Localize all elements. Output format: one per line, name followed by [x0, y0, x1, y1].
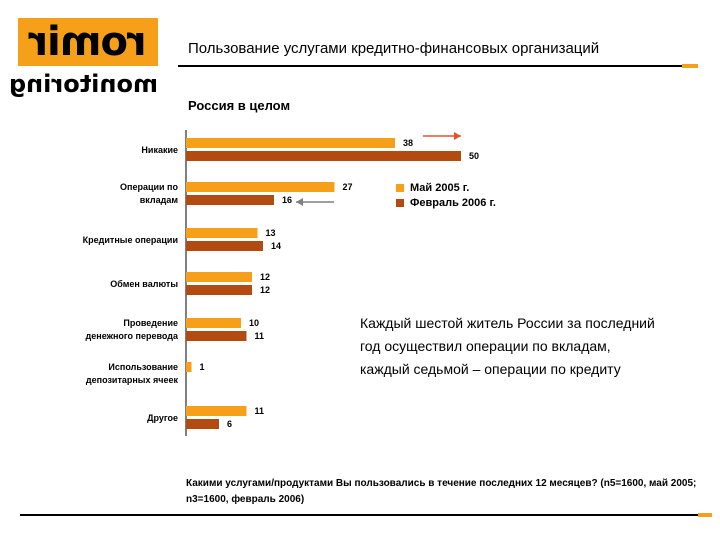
data-label: 1 — [200, 362, 205, 372]
bar-feb-2006 — [186, 331, 247, 341]
page-title: Пользование услугами кредитно-финансовых… — [188, 40, 600, 57]
category-label-line: Обмен валюты — [110, 279, 178, 289]
data-label: 6 — [227, 419, 232, 429]
category-label-line: Операции по — [120, 182, 178, 192]
header-accent — [682, 64, 698, 68]
bar-feb-2006 — [186, 195, 274, 205]
legend-item-may-2005: Май 2005 г. — [396, 180, 496, 195]
category-label-line: депозитарных ячеек — [86, 375, 179, 385]
change-arrow-head — [296, 198, 303, 206]
legend-swatch — [396, 198, 404, 207]
data-label: 11 — [255, 331, 265, 341]
data-label: 10 — [249, 318, 259, 328]
category-label-line: денежного перевода — [86, 331, 179, 341]
bar-may-2005 — [186, 318, 241, 328]
category-label: Операции по вкладам — [120, 182, 178, 205]
data-label: 12 — [260, 285, 270, 295]
data-label: 38 — [403, 138, 413, 148]
legend-label: Май 2005 г. — [410, 181, 470, 194]
category-label-line: вкладам — [140, 195, 179, 205]
category-label-line: Проведение — [123, 318, 178, 328]
legend-item-feb-2006: Февраль 2006 г. — [396, 195, 496, 210]
footnote: Какими услугами/продуктами Вы пользовали… — [186, 478, 697, 505]
annotation-text: Каждый шестой житель России за последний… — [360, 315, 655, 377]
bar-may-2005 — [186, 182, 335, 192]
category-label-line: Использование — [108, 362, 178, 372]
category-label-line: Другое — [147, 413, 178, 423]
bar-feb-2006 — [186, 419, 219, 429]
category-label: Использование депозитарных ячеек — [86, 362, 179, 385]
data-label: 13 — [266, 228, 276, 238]
category-label: Никакие — [141, 145, 178, 155]
legend-swatch — [396, 183, 404, 192]
bar-feb-2006 — [186, 241, 263, 251]
category-label-line: Никакие — [141, 145, 178, 155]
category-label: Кредитные операции — [83, 235, 178, 245]
legend-label: Февраль 2006 г. — [410, 196, 496, 209]
data-label: 27 — [343, 182, 353, 192]
data-label: 50 — [469, 151, 479, 161]
logo: romir — [18, 18, 158, 66]
data-label: 12 — [260, 272, 270, 282]
bar-feb-2006 — [186, 285, 252, 295]
header-divider — [178, 65, 682, 67]
footer-accent — [698, 513, 712, 517]
bar-may-2005 — [186, 228, 258, 238]
chart-subtitle: Россия в целом — [188, 98, 291, 113]
bar-may-2005 — [186, 406, 247, 416]
bar-may-2005 — [186, 362, 192, 372]
data-label: 14 — [271, 241, 281, 251]
category-label-line: Кредитные операции — [83, 235, 178, 245]
category-label: Обмен валюты — [110, 279, 178, 289]
data-label: 11 — [255, 406, 265, 416]
bar-feb-2006 — [186, 151, 461, 161]
bar-may-2005 — [186, 272, 252, 282]
bar-may-2005 — [186, 138, 395, 148]
data-label: 16 — [282, 195, 292, 205]
footer-divider — [20, 514, 698, 516]
category-label: Другое — [147, 413, 178, 423]
chart-legend: Май 2005 г. Февраль 2006 г. — [396, 180, 496, 210]
change-arrow-head — [454, 132, 461, 140]
category-label: Проведение денежного перевода — [86, 318, 179, 341]
